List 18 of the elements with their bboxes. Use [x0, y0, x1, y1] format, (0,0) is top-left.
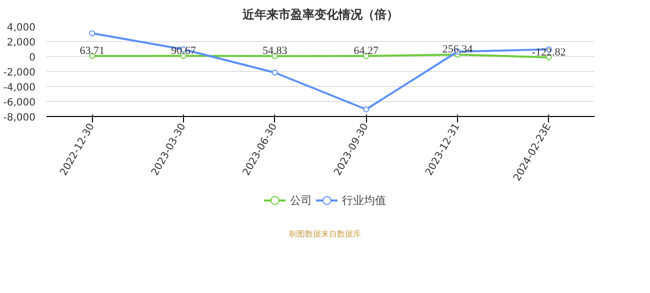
legend-label: 行业均值	[342, 192, 386, 208]
point	[363, 106, 370, 112]
legend-label: 公司	[290, 192, 312, 208]
data-label: 64.27	[354, 45, 380, 58]
y-tick-label: -6,000	[3, 98, 36, 108]
data-label: 54.83	[262, 45, 288, 58]
point	[272, 70, 278, 76]
data-label: -122.82	[532, 46, 566, 58]
y-tick-label: 4,000	[6, 22, 36, 34]
y-tick-label: 0	[29, 52, 36, 64]
point	[89, 30, 96, 36]
y-tick-label: -2,000	[3, 68, 36, 78]
chart-title: 近年来市盈率变化情况（倍）	[242, 8, 398, 22]
y-tick-label: -4,000	[3, 82, 36, 94]
text: 制图数据来自数据库	[289, 230, 361, 238]
data-label: 63.71	[80, 45, 105, 58]
y-tick-label: -8,000	[3, 112, 36, 124]
y-tick-label: 2,000	[6, 38, 36, 48]
